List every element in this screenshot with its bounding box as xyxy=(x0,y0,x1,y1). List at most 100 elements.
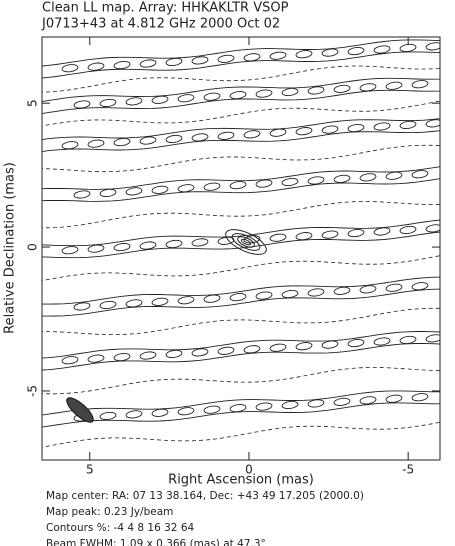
contour xyxy=(42,39,440,67)
contour xyxy=(42,118,440,140)
contour xyxy=(191,238,209,247)
negative-contour xyxy=(42,100,440,127)
contour xyxy=(99,411,117,421)
contour xyxy=(151,297,169,306)
contour xyxy=(385,283,403,292)
contour xyxy=(359,83,377,92)
contour xyxy=(177,296,195,305)
contour xyxy=(139,241,157,250)
contour xyxy=(373,122,391,131)
contour xyxy=(255,402,273,411)
contour xyxy=(281,87,299,97)
core-contour xyxy=(231,233,261,251)
contour xyxy=(411,282,429,291)
contour xyxy=(229,91,247,100)
contour xyxy=(165,134,183,144)
contour xyxy=(399,335,417,345)
chart-title: Clean LL map. Array: HHKAKLTR VSOP xyxy=(42,1,289,16)
contour xyxy=(125,97,143,106)
contour xyxy=(165,57,183,67)
y-tick-label: 0 xyxy=(26,243,40,251)
contour xyxy=(87,139,105,148)
contour xyxy=(281,177,299,187)
y-axis-label: Relative Declination (mas) xyxy=(3,162,18,334)
x-tick-label: 0 xyxy=(245,463,253,477)
negative-contour xyxy=(42,421,440,448)
contour xyxy=(203,92,221,101)
contour xyxy=(125,299,143,308)
contour xyxy=(321,230,339,239)
contour xyxy=(113,137,131,147)
contour xyxy=(177,407,195,416)
contour xyxy=(243,235,261,244)
contour xyxy=(373,227,391,236)
contour xyxy=(269,233,287,242)
contour xyxy=(217,54,235,63)
contour xyxy=(411,80,429,89)
contour xyxy=(333,286,351,295)
contour xyxy=(229,293,247,302)
contour xyxy=(217,346,235,355)
contour xyxy=(321,48,339,57)
plot-frame xyxy=(41,36,441,461)
contour xyxy=(87,62,105,71)
contour xyxy=(295,127,313,136)
contour-map xyxy=(42,39,440,448)
contour xyxy=(321,125,339,134)
contour xyxy=(113,60,131,70)
contour xyxy=(385,394,403,403)
annotations: Map center: RA: 07 13 38.164, Dec: +43 4… xyxy=(46,490,364,546)
contour xyxy=(333,84,351,93)
contour xyxy=(229,181,247,190)
contour xyxy=(243,345,261,354)
contour xyxy=(255,89,273,98)
contour xyxy=(425,42,440,51)
contour xyxy=(191,133,209,142)
contour xyxy=(99,188,117,198)
contour xyxy=(42,219,440,247)
contour xyxy=(347,338,365,348)
contour xyxy=(42,77,440,103)
contour xyxy=(42,89,440,115)
contour xyxy=(203,405,221,414)
contour xyxy=(425,119,440,128)
beam xyxy=(66,397,94,423)
contour xyxy=(42,231,440,259)
contour xyxy=(269,51,287,60)
contour xyxy=(359,396,377,405)
contour xyxy=(425,334,440,343)
core-contour xyxy=(237,236,255,248)
x-tick-label: 5 xyxy=(86,463,94,477)
contour xyxy=(295,50,313,59)
contour xyxy=(125,187,143,196)
contour xyxy=(177,184,195,193)
contour xyxy=(359,285,377,294)
y-tick-label: -5 xyxy=(26,385,40,397)
contour xyxy=(217,131,235,140)
contour xyxy=(269,128,287,137)
contour xyxy=(191,56,209,65)
contour xyxy=(151,185,169,194)
contour xyxy=(42,166,440,190)
contour xyxy=(73,100,91,109)
y-tick-label: 5 xyxy=(26,99,40,107)
contour xyxy=(139,351,157,360)
contour xyxy=(359,173,377,182)
contour xyxy=(87,244,105,253)
negative-contour xyxy=(42,255,440,282)
contour xyxy=(295,342,313,351)
contour xyxy=(42,288,440,317)
contour xyxy=(217,236,235,245)
contour xyxy=(61,356,79,365)
negative-contour xyxy=(42,367,440,395)
contour xyxy=(229,404,247,413)
contour xyxy=(42,402,440,428)
contour xyxy=(61,246,79,255)
contour xyxy=(243,53,261,62)
contour xyxy=(42,276,440,305)
contour xyxy=(385,171,403,180)
contour xyxy=(243,130,261,139)
contour xyxy=(373,45,391,54)
contour xyxy=(125,410,143,419)
annotation: Contours %: -4 4 8 16 32 64 xyxy=(46,522,195,534)
